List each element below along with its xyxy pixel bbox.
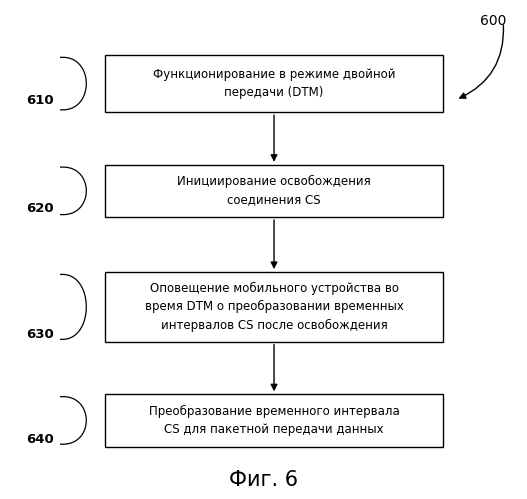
Text: Инициирование освобождения
соединения CS: Инициирование освобождения соединения CS [177,175,371,207]
Text: 640: 640 [26,433,53,446]
Text: Фиг. 6: Фиг. 6 [229,470,298,490]
Text: Функционирование в режиме двойной
передачи (DTM): Функционирование в режиме двойной переда… [153,68,395,99]
FancyBboxPatch shape [105,55,443,112]
FancyBboxPatch shape [105,394,443,447]
Text: 610: 610 [26,94,53,107]
Text: Оповещение мобильного устройства во
время DTM о преобразовании временных
интерва: Оповещение мобильного устройства во врем… [144,282,404,331]
Text: 600: 600 [480,14,506,28]
FancyBboxPatch shape [105,165,443,217]
Text: 630: 630 [26,328,53,341]
FancyBboxPatch shape [105,272,443,342]
Text: 620: 620 [26,202,53,215]
Text: Преобразование временного интервала
CS для пакетной передачи данных: Преобразование временного интервала CS д… [149,405,399,436]
